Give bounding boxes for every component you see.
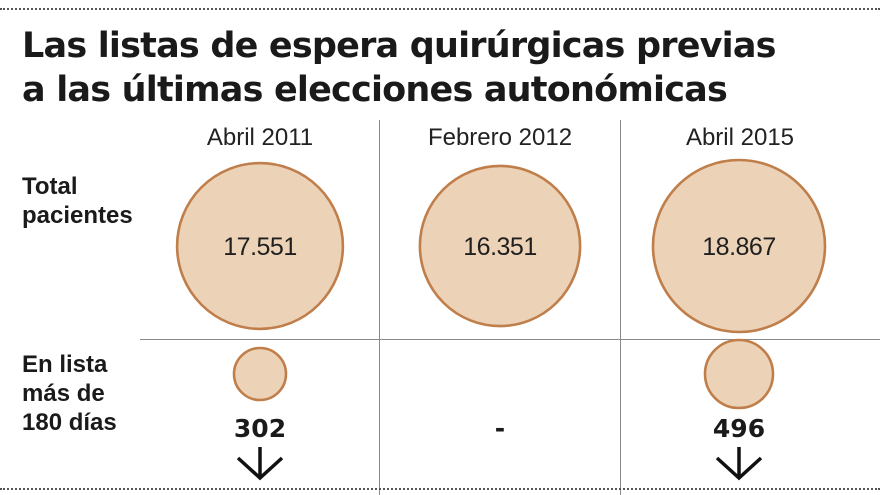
- bubble-total-label-3: 18.867: [702, 233, 775, 261]
- bubble-180-1: [234, 348, 286, 400]
- down-arrow-icon: [238, 447, 282, 478]
- down-arrow-icon: [717, 447, 761, 478]
- value-180-label-3: 496: [713, 414, 765, 443]
- bubble-chart: 17.551 16.351 18.867 302 - 496: [0, 0, 880, 495]
- value-180-label-1: 302: [234, 414, 286, 443]
- bubble-total-label-2: 16.351: [463, 233, 536, 261]
- bubble-total-label-1: 17.551: [223, 233, 296, 261]
- value-180-label-2: -: [495, 414, 505, 443]
- bubble-180-3: [705, 340, 773, 408]
